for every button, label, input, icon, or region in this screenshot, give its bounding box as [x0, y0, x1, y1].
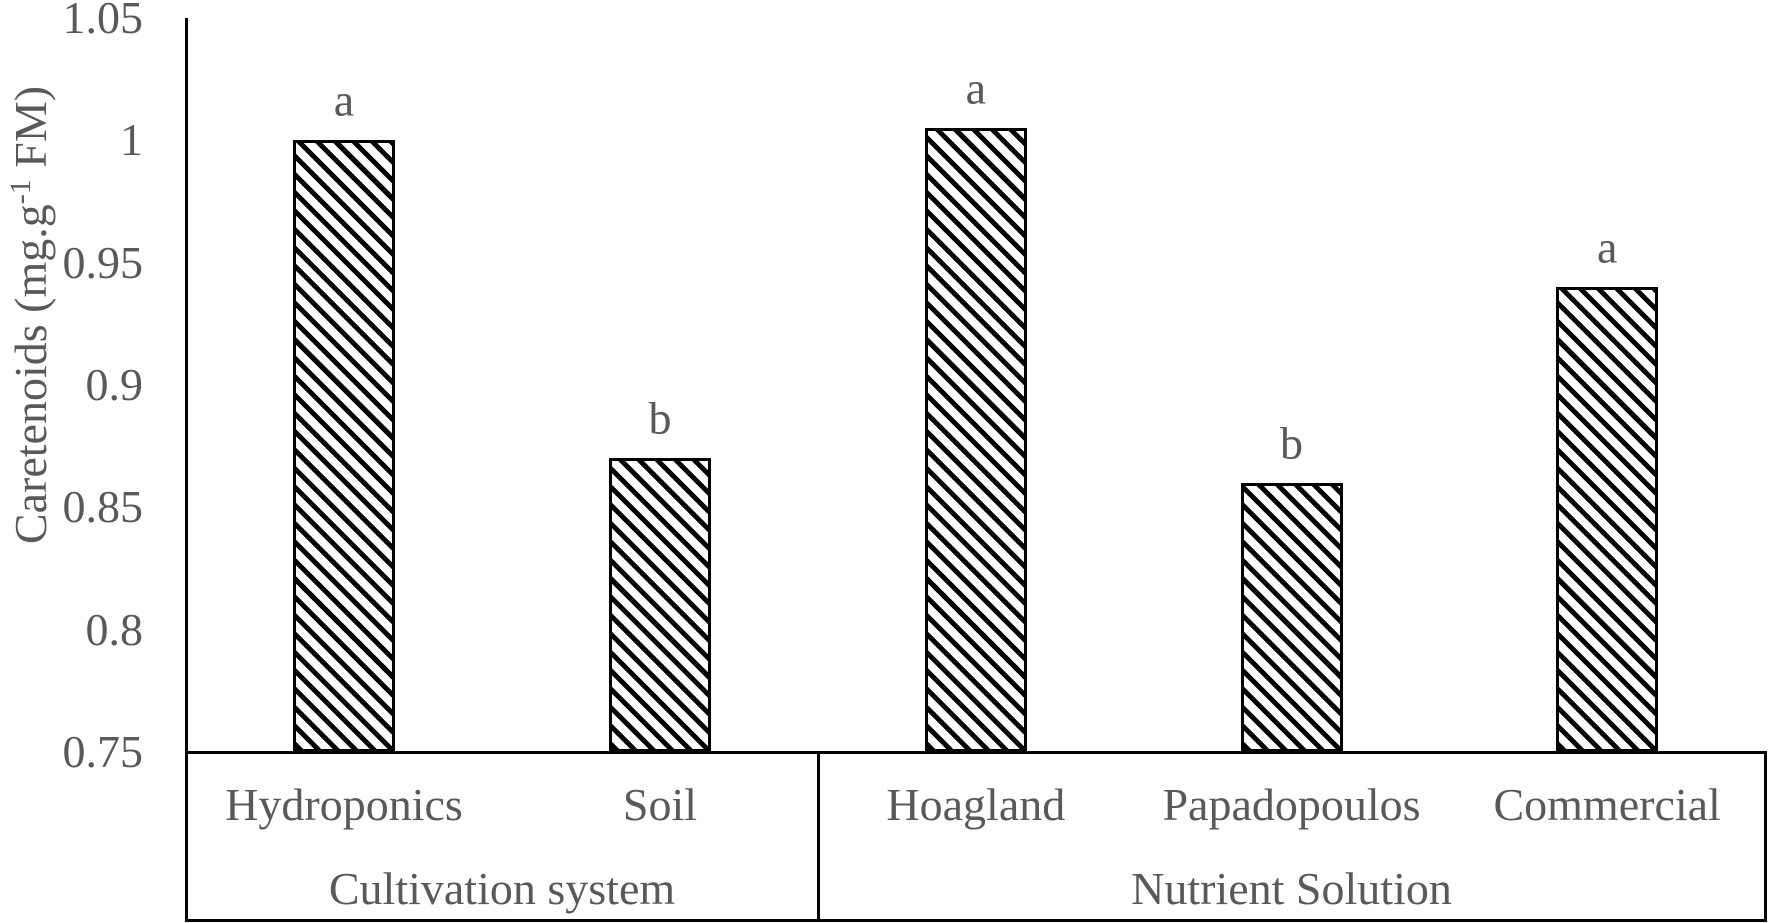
y-tick-label: 0.75 [62, 726, 144, 777]
bar-soil [609, 458, 711, 752]
y-axis-line [184, 18, 188, 922]
significance-letter: a [965, 62, 987, 114]
y-tick-label: 0.8 [85, 603, 144, 655]
y-tick-label: 0.85 [62, 481, 144, 533]
category-label: Papadopoulos [1162, 779, 1421, 830]
y-axis-title-unit: FM) [5, 85, 57, 180]
label-box-right-border [1763, 750, 1767, 922]
y-axis-title: Caretenoids (mg.g-1 FM) [3, 85, 57, 545]
bar-hoagland [924, 128, 1027, 752]
group-divider-line [816, 750, 820, 922]
significance-letter: a [333, 74, 355, 126]
category-label: Commercial [1493, 779, 1721, 830]
group-label: Nutrient Solution [1131, 863, 1452, 914]
group-label: Cultivation system [328, 863, 676, 914]
significance-letter: a [1596, 221, 1618, 273]
y-tick-label: 1 [120, 114, 143, 166]
significance-letter: b [648, 392, 672, 444]
category-label: Hoagland [886, 779, 1066, 830]
label-box-bottom-border [184, 918, 1767, 922]
category-label: Soil [622, 779, 698, 830]
bar-papadopoulos [1240, 482, 1343, 752]
y-axis-title-text: Caretenoids (mg.g [5, 204, 57, 545]
y-tick-label: 0.95 [62, 236, 144, 288]
y-axis-title-superscript: -1 [3, 179, 37, 205]
y-tick-label: 0.9 [85, 359, 144, 410]
x-axis-baseline [184, 750, 1767, 754]
significance-letter: b [1280, 417, 1303, 469]
y-tick-label: 1.05 [62, 0, 144, 43]
category-label: Hydroponics [225, 779, 463, 830]
bar-commercial [1556, 287, 1659, 752]
bar-hydroponics [293, 140, 395, 752]
